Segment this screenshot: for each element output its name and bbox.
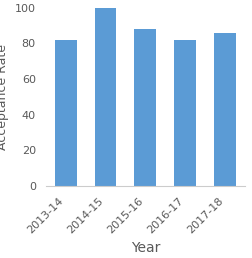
Bar — [134, 29, 156, 186]
Y-axis label: Acceptance Rate: Acceptance Rate — [0, 44, 9, 150]
X-axis label: Year: Year — [130, 241, 160, 255]
Bar — [214, 33, 235, 186]
Bar — [94, 8, 116, 186]
Bar — [174, 40, 196, 186]
Bar — [54, 40, 76, 186]
